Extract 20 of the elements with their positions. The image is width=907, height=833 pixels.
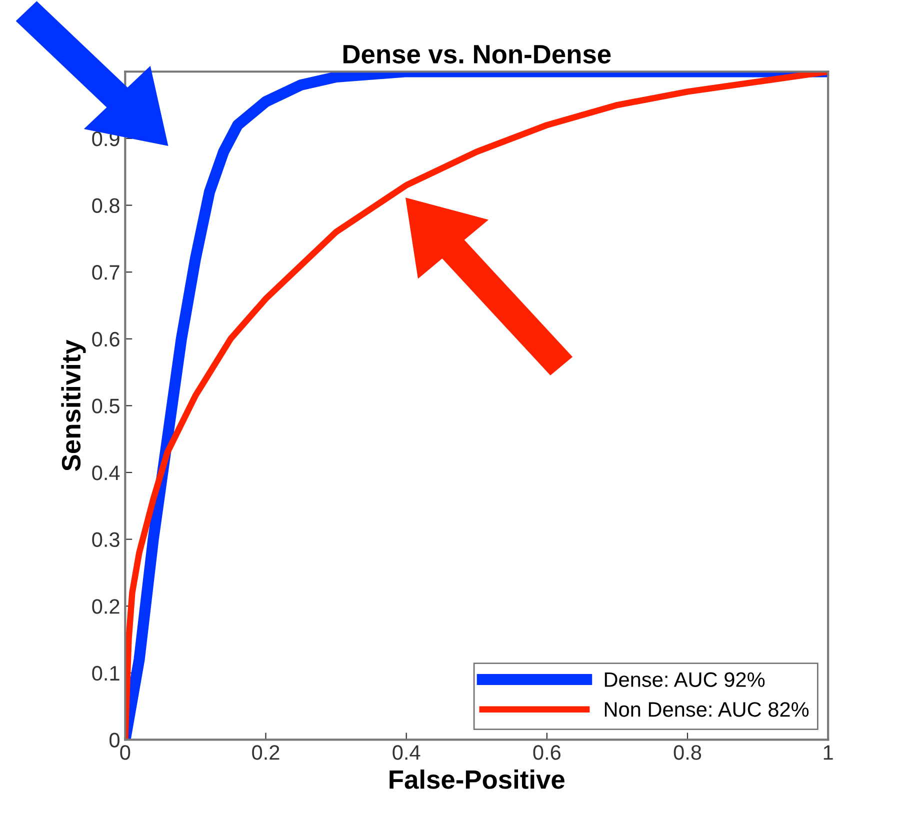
y-tick-label: 0.3 xyxy=(92,532,120,548)
y-tick-label: 0.1 xyxy=(92,666,120,681)
y-tick-label: 0.8 xyxy=(92,198,120,214)
chart-title: Dense vs. Non-Dense xyxy=(343,45,611,64)
x-axis-title: False-Positive xyxy=(390,770,564,789)
legend-label: Non Dense: AUC 82% xyxy=(604,702,809,717)
x-tick-label: 0.4 xyxy=(392,745,420,760)
x-tick-label: 0.2 xyxy=(252,745,280,760)
y-axis-title: Sensitivity xyxy=(61,340,86,471)
y-tick-label: 0.6 xyxy=(92,332,120,347)
x-tick-label: 0 xyxy=(120,745,130,760)
x-tick-label: 1 xyxy=(824,745,833,760)
y-tick-label: 0.2 xyxy=(92,599,120,614)
legend-label: Dense: AUC 92% xyxy=(604,672,765,687)
y-tick-label: 0.7 xyxy=(92,265,120,280)
y-tick-label: 0 xyxy=(110,732,120,748)
x-tick-label: 0.6 xyxy=(533,745,560,760)
y-tick-label: 0.4 xyxy=(92,465,120,480)
x-tick-label: 0.8 xyxy=(674,745,702,760)
y-tick-label: 0.5 xyxy=(92,398,120,414)
